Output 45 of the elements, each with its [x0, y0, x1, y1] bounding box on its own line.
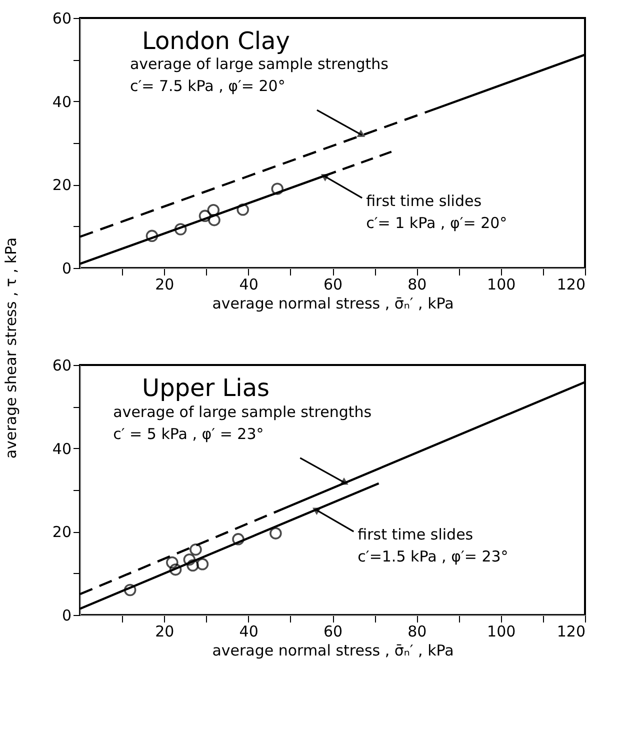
x-tick-label: 100 [487, 622, 516, 640]
y-tick-label: 40 [52, 92, 72, 111]
point [232, 533, 244, 546]
x-tick-label: 20 [155, 276, 174, 294]
x-tick-label: 60 [323, 622, 343, 640]
x-tick-label: 120 [556, 276, 586, 294]
point [186, 559, 199, 572]
y-tick-label: 60 [52, 10, 72, 28]
x-tick-label: 60 [323, 276, 343, 294]
point [271, 182, 284, 195]
point [174, 223, 187, 236]
point [198, 210, 212, 222]
point [190, 543, 202, 556]
x-tick-label: 40 [239, 276, 258, 294]
point [169, 563, 182, 576]
chart-title: London Clay [142, 27, 290, 55]
point [183, 553, 196, 566]
y-tick-label: 0 [62, 260, 72, 278]
chart-title: Upper Lias [142, 374, 270, 402]
point [208, 214, 220, 226]
x-axis-title: average normal stress , σ̄ₙ′ , kPa [212, 642, 454, 660]
x-tick-label: 20 [155, 622, 174, 640]
annotation: first time slides c′= 1 kPa , φ′= 20° [366, 192, 508, 232]
point [146, 230, 158, 242]
y-tick-label: 40 [52, 440, 72, 458]
annotation: average of large sample strengths c′= 7.5 kPa , φ′= 20° [130, 55, 389, 96]
y-tick-label: 60 [52, 356, 72, 374]
x-axis-title: average normal stress , σ̄ₙ′ , kPa [212, 294, 454, 312]
annotation: average of large sample strengths c′ = 5 kPa , φ′ = 23° [113, 402, 372, 443]
y-tick-label: 20 [52, 523, 72, 542]
point [207, 204, 220, 216]
x-tick-label: 80 [408, 276, 427, 294]
point [124, 584, 136, 596]
point [236, 204, 250, 216]
x-tick-label: 40 [239, 622, 258, 640]
y-tick-label: 0 [62, 606, 72, 624]
point [166, 556, 178, 569]
point [196, 558, 209, 570]
annotation: first time slides c′=1.5 kPa , φ′= 23° [358, 526, 508, 566]
point [270, 527, 282, 540]
y-axis-title: average shear stress , τ , kPa [2, 237, 20, 459]
y-tick-label: 20 [52, 176, 72, 194]
x-tick-label: 100 [487, 276, 516, 294]
x-tick-label: 80 [408, 622, 427, 640]
x-tick-label: 120 [556, 622, 586, 640]
